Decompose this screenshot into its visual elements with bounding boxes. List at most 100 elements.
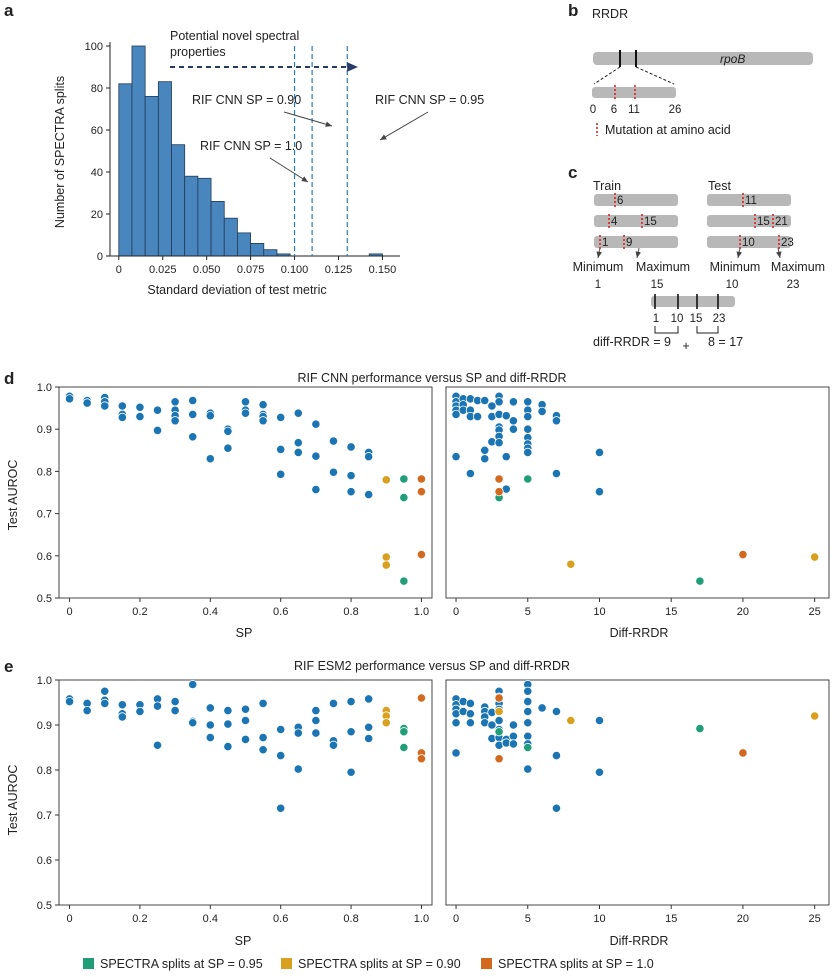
cnn-rrdr-x-tick-label: 20 (737, 606, 749, 618)
esm2-rrdr-point (594, 767, 605, 777)
histogram-bar (250, 242, 265, 257)
cnn-rrdr-point (508, 424, 519, 434)
histogram-y-tick-label: 100 (85, 41, 103, 53)
esm2-sp-y-tick-label: 0.7 (37, 810, 52, 822)
rpob-gene-label: rpoB (720, 52, 745, 66)
esm2-sp-point (82, 705, 92, 716)
cnn-sp-point (276, 469, 286, 479)
esm2-rrdr-point (810, 711, 820, 721)
esm2-rrdr-point (494, 693, 504, 703)
esm2-sp-scatter: 0.5 0.6 0.7 0.8 0.9 1.0 0 0.2 0.4 0.6 0.8 1.0 (37, 675, 433, 925)
esm2-sp-point (170, 705, 180, 716)
cnn-sp-point (346, 471, 356, 481)
esm2-sp-point (328, 698, 339, 709)
histogram-x-tick-label: 0.150 (369, 264, 397, 276)
train-max-value: 15 (651, 279, 664, 291)
esm2-sp-point (240, 715, 251, 726)
esm2-rrdr-point (494, 715, 504, 726)
esm2-sp-point (328, 740, 339, 750)
esm2-rrdr-point (494, 754, 504, 764)
esm2-rrdr-point (551, 803, 562, 813)
esm2-sp-point (152, 701, 163, 711)
cnn-sp-point (205, 454, 215, 464)
histogram-bar (144, 96, 159, 257)
diff-rrdr-formula-part1: diff-RRDR = 9 (593, 335, 671, 349)
cnn-sp-point (311, 451, 321, 461)
esm2-rrdr-point (508, 739, 519, 749)
esm2-rrdr-point (566, 715, 576, 726)
cnn-sp-point (311, 419, 321, 429)
panel-label-c: c (568, 163, 577, 182)
esm2-sp-y-tick-label: 0.9 (37, 720, 52, 732)
cnn-rrdr-point (566, 559, 576, 569)
cnn-sp-point (152, 425, 163, 436)
cnn-sp-point (152, 405, 163, 415)
train-mutation-label: 6 (617, 195, 623, 207)
novel-properties-label-line-1: Potential novel spectral (170, 29, 299, 43)
cnn-sp-point (170, 416, 180, 426)
histogram-y-axis-label: Number of SPECTRA splits (53, 76, 67, 228)
cnn-rrdr-point (501, 452, 511, 462)
cnn-sp-point (205, 411, 215, 421)
esm2-rrdr-point (523, 718, 533, 728)
esm2-rrdr-point (537, 703, 547, 713)
test-minimum-label: Minimum (710, 260, 761, 274)
esm2-sp-point (346, 767, 356, 777)
panel-e-title: RIF ESM2 performance versus SP and diff-… (294, 659, 570, 673)
esm2-rrdr-point (494, 706, 504, 717)
cnn-rrdr-point (523, 474, 533, 484)
cnn-sp-x-tick-label: 1.0 (414, 606, 429, 618)
train-mutation-label: 15 (644, 216, 657, 228)
esm2-rrdr-x-tick-label: 0 (453, 913, 459, 925)
cnn-rrdr-point (451, 409, 461, 420)
esm2-rrdr-point (523, 696, 533, 707)
esm2-sp-point (100, 686, 110, 696)
cnn-sp-x-tick-label: 0.6 (273, 606, 288, 618)
cnn-rrdr-point (494, 487, 504, 497)
esm2-sp-point (240, 734, 251, 745)
cnn-rrdr-point (523, 397, 533, 407)
cnn-sp-point (258, 400, 268, 410)
train-mutation-label: 4 (611, 216, 618, 228)
rrdr-tick-0: 0 (590, 104, 596, 116)
cnn-sp-point (416, 549, 427, 560)
cnn-sp-x-tick-label: 0.4 (203, 606, 218, 618)
esm2-sp-point (100, 698, 110, 709)
esm2-sp-point (399, 742, 409, 753)
cnn-rrdr-point (494, 397, 504, 407)
novel-properties-label-line-2: properties (170, 45, 226, 59)
cnn-sp-point (276, 412, 286, 422)
histogram-y-tick-label: 40 (91, 167, 103, 179)
cnn-sp-point (293, 447, 303, 458)
cnn-rrdr-point (480, 395, 490, 406)
cnn-rrdr-point (523, 424, 533, 434)
cnn-sp-point (399, 474, 409, 484)
esm2-sp-point (205, 703, 215, 713)
bracket-test-diff (696, 326, 719, 334)
panel-d-title: RIF CNN performance versus SP and diff-R… (297, 371, 566, 385)
panel-label-d: d (4, 369, 14, 388)
panel-label-e: e (4, 657, 13, 676)
cnn-rrdr-point (480, 445, 490, 455)
cnn-rrdr-point (551, 416, 562, 426)
train-mutation-label: 9 (626, 237, 632, 249)
esm2-rrdr-point (465, 718, 475, 728)
esm2-sp-point (399, 727, 409, 737)
cnn-sp-scatter: 0.5 0.6 0.7 0.8 0.9 1.0 0 0.2 0.4 0.6 0.8 1.0 (37, 382, 433, 618)
legend-label-sp090: SPECTRA splits at SP = 0.90 (298, 957, 461, 971)
esm2-sp-frame (58, 679, 433, 906)
test-split-bar (707, 236, 791, 248)
esm2-sp-point (117, 700, 127, 710)
cnn-sp-point (416, 487, 427, 497)
esm2-sp-point (188, 718, 198, 728)
esm2-sp-x-tick-label: 0 (66, 913, 72, 925)
cnn-rrdr-x-tick-label: 10 (593, 606, 605, 618)
cnn-rrdr-point (501, 411, 511, 421)
esm2-sp-point (258, 745, 268, 755)
esm2-sp-point (364, 694, 374, 704)
histogram-bar (263, 249, 278, 257)
cnn-rrdr-point (523, 447, 533, 458)
cnn-sp-point (188, 395, 198, 406)
cnn-sp-y-tick-label: 0.7 (37, 509, 52, 521)
cnn-sp-point (311, 484, 321, 495)
